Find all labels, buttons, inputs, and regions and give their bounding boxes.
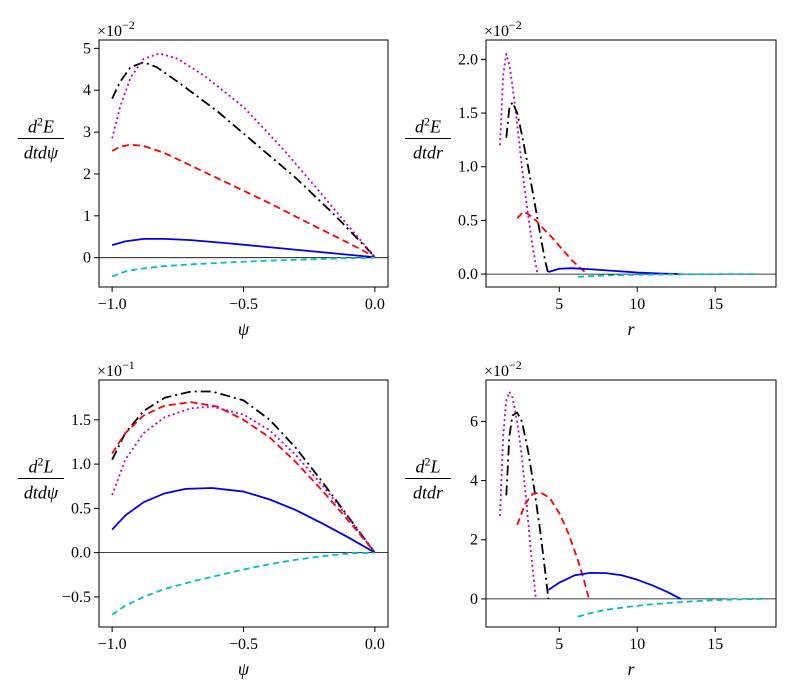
x-tick-label: 5 xyxy=(555,636,563,653)
series-line-magenta-dotted xyxy=(499,390,537,599)
series-group xyxy=(111,52,376,278)
series-line-blue-solid xyxy=(111,487,376,554)
x-tick-label: 0.0 xyxy=(365,636,385,653)
axis-multiplier: ×10−1 xyxy=(97,358,135,380)
series-group xyxy=(111,390,376,616)
y-label-denominator: dtdr xyxy=(413,143,444,163)
y-tick-label: 6 xyxy=(470,413,478,430)
axis-multiplier: ×10−2 xyxy=(484,18,522,40)
y-tick-label: 4 xyxy=(470,473,478,490)
x-axis-label: r xyxy=(627,659,635,679)
series-line-blue-solid xyxy=(547,571,682,600)
x-tick-label: 10 xyxy=(629,636,645,653)
y-axis-label: d2E dtdr xyxy=(405,115,451,163)
y-tick-label: 1 xyxy=(83,208,91,225)
y-label-numerator: d2L xyxy=(415,455,440,477)
y-tick-label: 3 xyxy=(83,124,91,141)
y-tick-label: 0 xyxy=(83,250,91,267)
y-tick-label: 0.0 xyxy=(71,545,91,562)
series-line-black-dashdot xyxy=(111,390,376,554)
panel-bl: −1.0 −0.5 0.0 −0.5 0.0 0.5 1.0 1.5 ×10−1 ψ d2L dtdψ xyxy=(18,358,389,679)
axes-frame xyxy=(485,39,777,288)
series-line-black-dashdot xyxy=(505,101,550,275)
x-tick-label: 15 xyxy=(707,296,723,313)
y-label-numerator: d2E xyxy=(28,115,54,137)
series-line-cyan-dashed xyxy=(111,551,375,616)
y-tick-label: 2.0 xyxy=(458,51,478,68)
series-line-black-dashdot xyxy=(111,61,376,258)
series-line-black-dashdot xyxy=(505,411,550,600)
y-tick-label: 1.5 xyxy=(458,105,478,122)
x-tick-label: −0.5 xyxy=(229,636,258,653)
x-tick-label: −1.0 xyxy=(98,636,127,653)
y-tick-label: 1.0 xyxy=(71,456,91,473)
panel-br: 5 10 15 0 2 4 6 ×10−2 r d2L dtdr xyxy=(405,358,777,679)
x-tick-label: 15 xyxy=(707,636,723,653)
axis-multiplier: ×10−2 xyxy=(97,18,135,40)
axis-multiplier: ×10−2 xyxy=(484,358,522,380)
series-group xyxy=(499,390,762,618)
series-line-red-dashed xyxy=(111,143,376,258)
series-line-magenta-dotted xyxy=(499,53,539,275)
y-tick-label: 0 xyxy=(470,591,478,608)
series-line-blue-solid xyxy=(548,267,681,276)
series-line-blue-solid xyxy=(111,237,375,259)
y-tick-label: 0.5 xyxy=(458,212,478,229)
series-line-red-dashed xyxy=(111,401,376,554)
x-tick-label: 0.0 xyxy=(365,296,385,313)
x-axis-label: r xyxy=(627,319,635,339)
y-tick-label: 0.0 xyxy=(458,266,478,283)
panel-tl: −1.0 −0.5 0.0 0 1 2 3 4 5 ×10−2 ψ d2E dtdψ xyxy=(18,18,389,339)
y-tick-label: 0.5 xyxy=(71,500,91,517)
y-label-denominator: dtdr xyxy=(413,483,444,503)
y-label-denominator: dtdψ xyxy=(24,483,59,503)
y-axis-label: d2L dtdr xyxy=(405,455,451,503)
y-tick-label: −0.5 xyxy=(62,589,91,606)
series-line-cyan-dashed xyxy=(111,256,375,278)
series-line-cyan-dashed xyxy=(577,598,762,618)
x-axis-label: ψ xyxy=(238,659,250,679)
x-tick-label: 5 xyxy=(555,296,563,313)
x-tick-label: −1.0 xyxy=(98,296,127,313)
y-tick-label: 2 xyxy=(83,166,91,183)
axes-frame xyxy=(98,39,389,288)
series-line-red-dashed xyxy=(516,491,590,600)
series-line-red-dashed xyxy=(516,210,588,275)
x-tick-label: −0.5 xyxy=(229,296,258,313)
y-tick-label: 4 xyxy=(83,82,91,99)
y-label-numerator: d2L xyxy=(28,455,53,477)
panel-tr: 5 10 15 0.0 0.5 1.0 1.5 2.0 ×10−2 r d2E dtdr xyxy=(405,18,777,339)
series-group xyxy=(499,53,759,278)
y-tick-label: 2 xyxy=(470,532,478,549)
y-axis-label: d2L dtdψ xyxy=(18,455,64,503)
x-axis-label: ψ xyxy=(238,319,250,339)
y-label-denominator: dtdψ xyxy=(24,143,59,163)
y-tick-label: 5 xyxy=(83,40,91,57)
y-label-numerator: d2E xyxy=(415,115,441,137)
series-line-magenta-dotted xyxy=(111,405,376,554)
series-line-magenta-dotted xyxy=(111,52,376,258)
y-tick-label: 1.0 xyxy=(458,159,478,176)
y-axis-label: d2E dtdψ xyxy=(18,115,64,163)
x-tick-label: 10 xyxy=(629,296,645,313)
axes-frame xyxy=(485,379,777,628)
y-tick-label: 1.5 xyxy=(71,412,91,429)
series-line-cyan-dashed xyxy=(577,273,759,278)
